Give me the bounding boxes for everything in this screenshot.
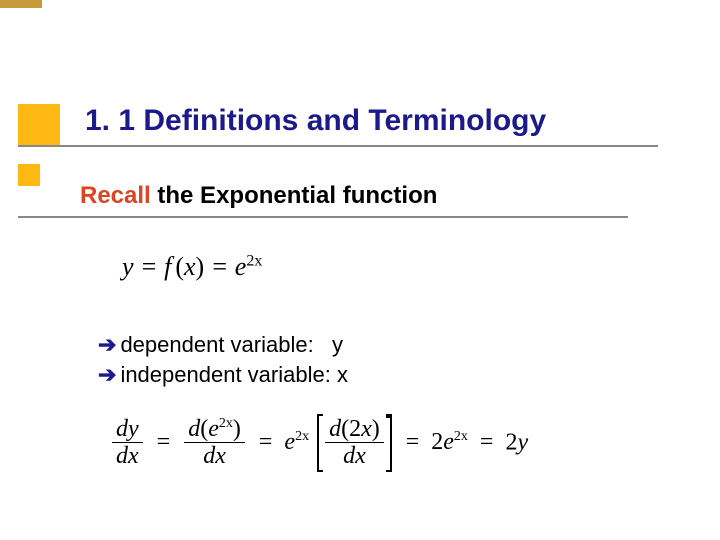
slide-title: 1. 1 Definitions and Terminology <box>85 104 546 138</box>
title-accent-block <box>18 104 60 146</box>
eq-sign-1: = <box>157 429 171 455</box>
eq1-exp: 2x <box>246 252 262 269</box>
title-accent-cap <box>0 0 42 8</box>
eq-sign-2: = <box>259 429 273 455</box>
eq1-eq2: = <box>204 252 235 281</box>
recall-word: Recall <box>80 182 151 209</box>
eq1-eq1: = <box>134 252 165 281</box>
equation-derivative: dy dx = d(e2x) dx = e2x d(2x) dx = 2e2x … <box>110 414 528 472</box>
term-2y: 2y <box>505 429 528 455</box>
frac-dydx: dy dx <box>112 416 143 470</box>
frac-de2x: d(e2x) dx <box>184 416 245 470</box>
term-e2x: e2x <box>284 429 309 455</box>
eq1-x: x <box>184 252 196 281</box>
bullet1-label: dependent variable: <box>120 332 313 357</box>
bullet1-var: y <box>332 332 343 357</box>
bullet2-var: x <box>337 362 348 387</box>
equation-exponential: y = f(x) = e2x <box>122 252 262 282</box>
subtitle-underline <box>18 216 628 218</box>
title-underline <box>18 145 658 147</box>
frac-dydx-num: dy <box>112 416 143 443</box>
frac-d2x-num: d(2x) <box>325 416 384 443</box>
subtitle-accent-block <box>18 164 40 186</box>
eq-sign-3: = <box>406 429 420 455</box>
eq1-y: y <box>122 252 134 281</box>
eq1-f: f <box>164 252 171 281</box>
frac-d2x-den: dx <box>325 443 384 469</box>
frac-de2x-num: d(e2x) <box>184 416 245 443</box>
bullet2-label: independent variable: <box>120 362 330 387</box>
frac-d2x: d(2x) dx <box>325 416 384 470</box>
eq-sign-4: = <box>480 429 494 455</box>
frac-de2x-den: dx <box>184 443 245 469</box>
subtitle-rest: the Exponential function <box>151 182 438 209</box>
bullet-independent: ➔independent variable: x <box>98 360 348 390</box>
term-2e2x: 2e2x <box>431 429 468 455</box>
bullet-list: ➔dependent variable: y ➔independent vari… <box>98 330 348 389</box>
eq1-rparen: ) <box>196 252 205 281</box>
eq1-lparen: ( <box>175 252 184 281</box>
arrow-icon: ➔ <box>98 362 116 387</box>
frac-dydx-den: dx <box>112 443 143 469</box>
eq1-e: e <box>235 252 247 281</box>
arrow-icon: ➔ <box>98 332 116 357</box>
slide-subtitle: Recall the Exponential function <box>80 182 437 210</box>
bullet-dependent: ➔dependent variable: y <box>98 330 348 360</box>
bracket-d2x: d(2x) dx <box>317 414 392 472</box>
